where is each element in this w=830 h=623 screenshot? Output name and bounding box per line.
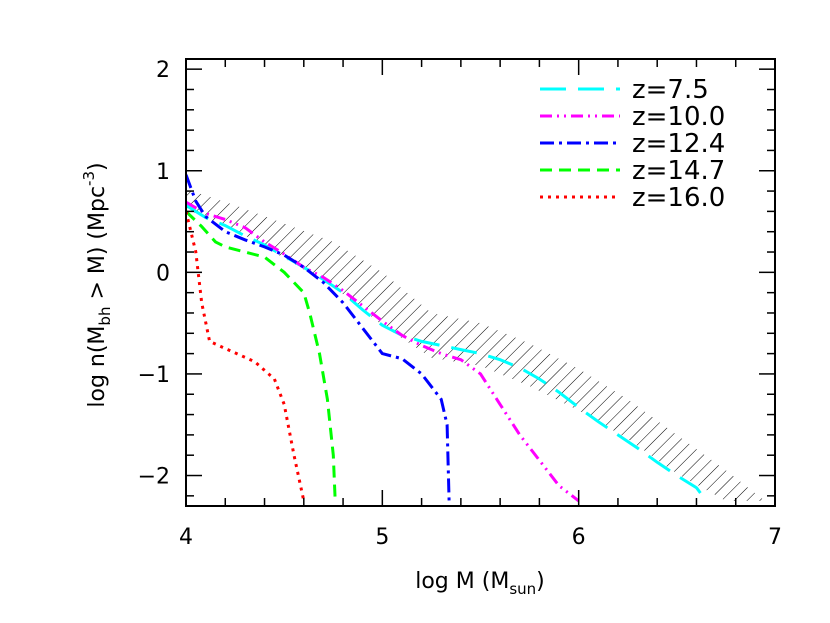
legend-label-3: z=14.7	[632, 156, 725, 186]
x-axis-label-main: log M (M	[415, 569, 509, 594]
y-tick-label: −1	[138, 363, 170, 388]
x-tick-label: 5	[375, 525, 389, 550]
x-axis-label-end: )	[536, 569, 545, 594]
series-line-0	[186, 204, 708, 502]
y-tick-label: −2	[138, 465, 170, 490]
x-axis-label-sub: sun	[509, 580, 536, 598]
series-line-2	[186, 174, 451, 501]
series-lines	[186, 174, 708, 503]
y-tick-label: 1	[156, 160, 170, 185]
y-axis-label: log n(Mbh > M) (Mpc-3)	[80, 162, 114, 407]
x-tick-label: 6	[572, 525, 586, 550]
y-axis-label-end: )	[85, 162, 110, 171]
legend: z=7.5z=10.0z=12.4z=14.7z=16.0	[540, 75, 725, 213]
y-tick-labels: −2 −1 0 1 2	[138, 58, 170, 489]
y-tick-label: 0	[156, 261, 170, 286]
x-tick-labels: 4 5 6 7	[179, 525, 782, 550]
y-tick-label: 2	[156, 58, 170, 83]
plot-frame	[185, 58, 776, 507]
legend-label-1: z=10.0	[632, 102, 725, 132]
legend-label-4: z=16.0	[632, 183, 725, 213]
shaded-band-region	[186, 189, 766, 501]
x-tick-label: 4	[179, 525, 193, 550]
legend-label-0: z=7.5	[632, 75, 709, 105]
y-axis-label-sub: bh	[96, 307, 114, 326]
shaded-band	[186, 189, 766, 501]
y-axis-label-mid: > M) (Mpc	[85, 186, 110, 307]
y-axis-label-main: log n(M	[85, 326, 110, 408]
series-line-1	[186, 200, 580, 503]
legend-label-2: z=12.4	[632, 129, 725, 159]
series-line-3	[186, 210, 337, 501]
x-axis-label: log M (Msun)	[415, 569, 545, 598]
y-axis-label-sup: -3	[80, 171, 98, 186]
x-tick-label: 7	[768, 525, 782, 550]
axis-ticks	[185, 59, 776, 506]
